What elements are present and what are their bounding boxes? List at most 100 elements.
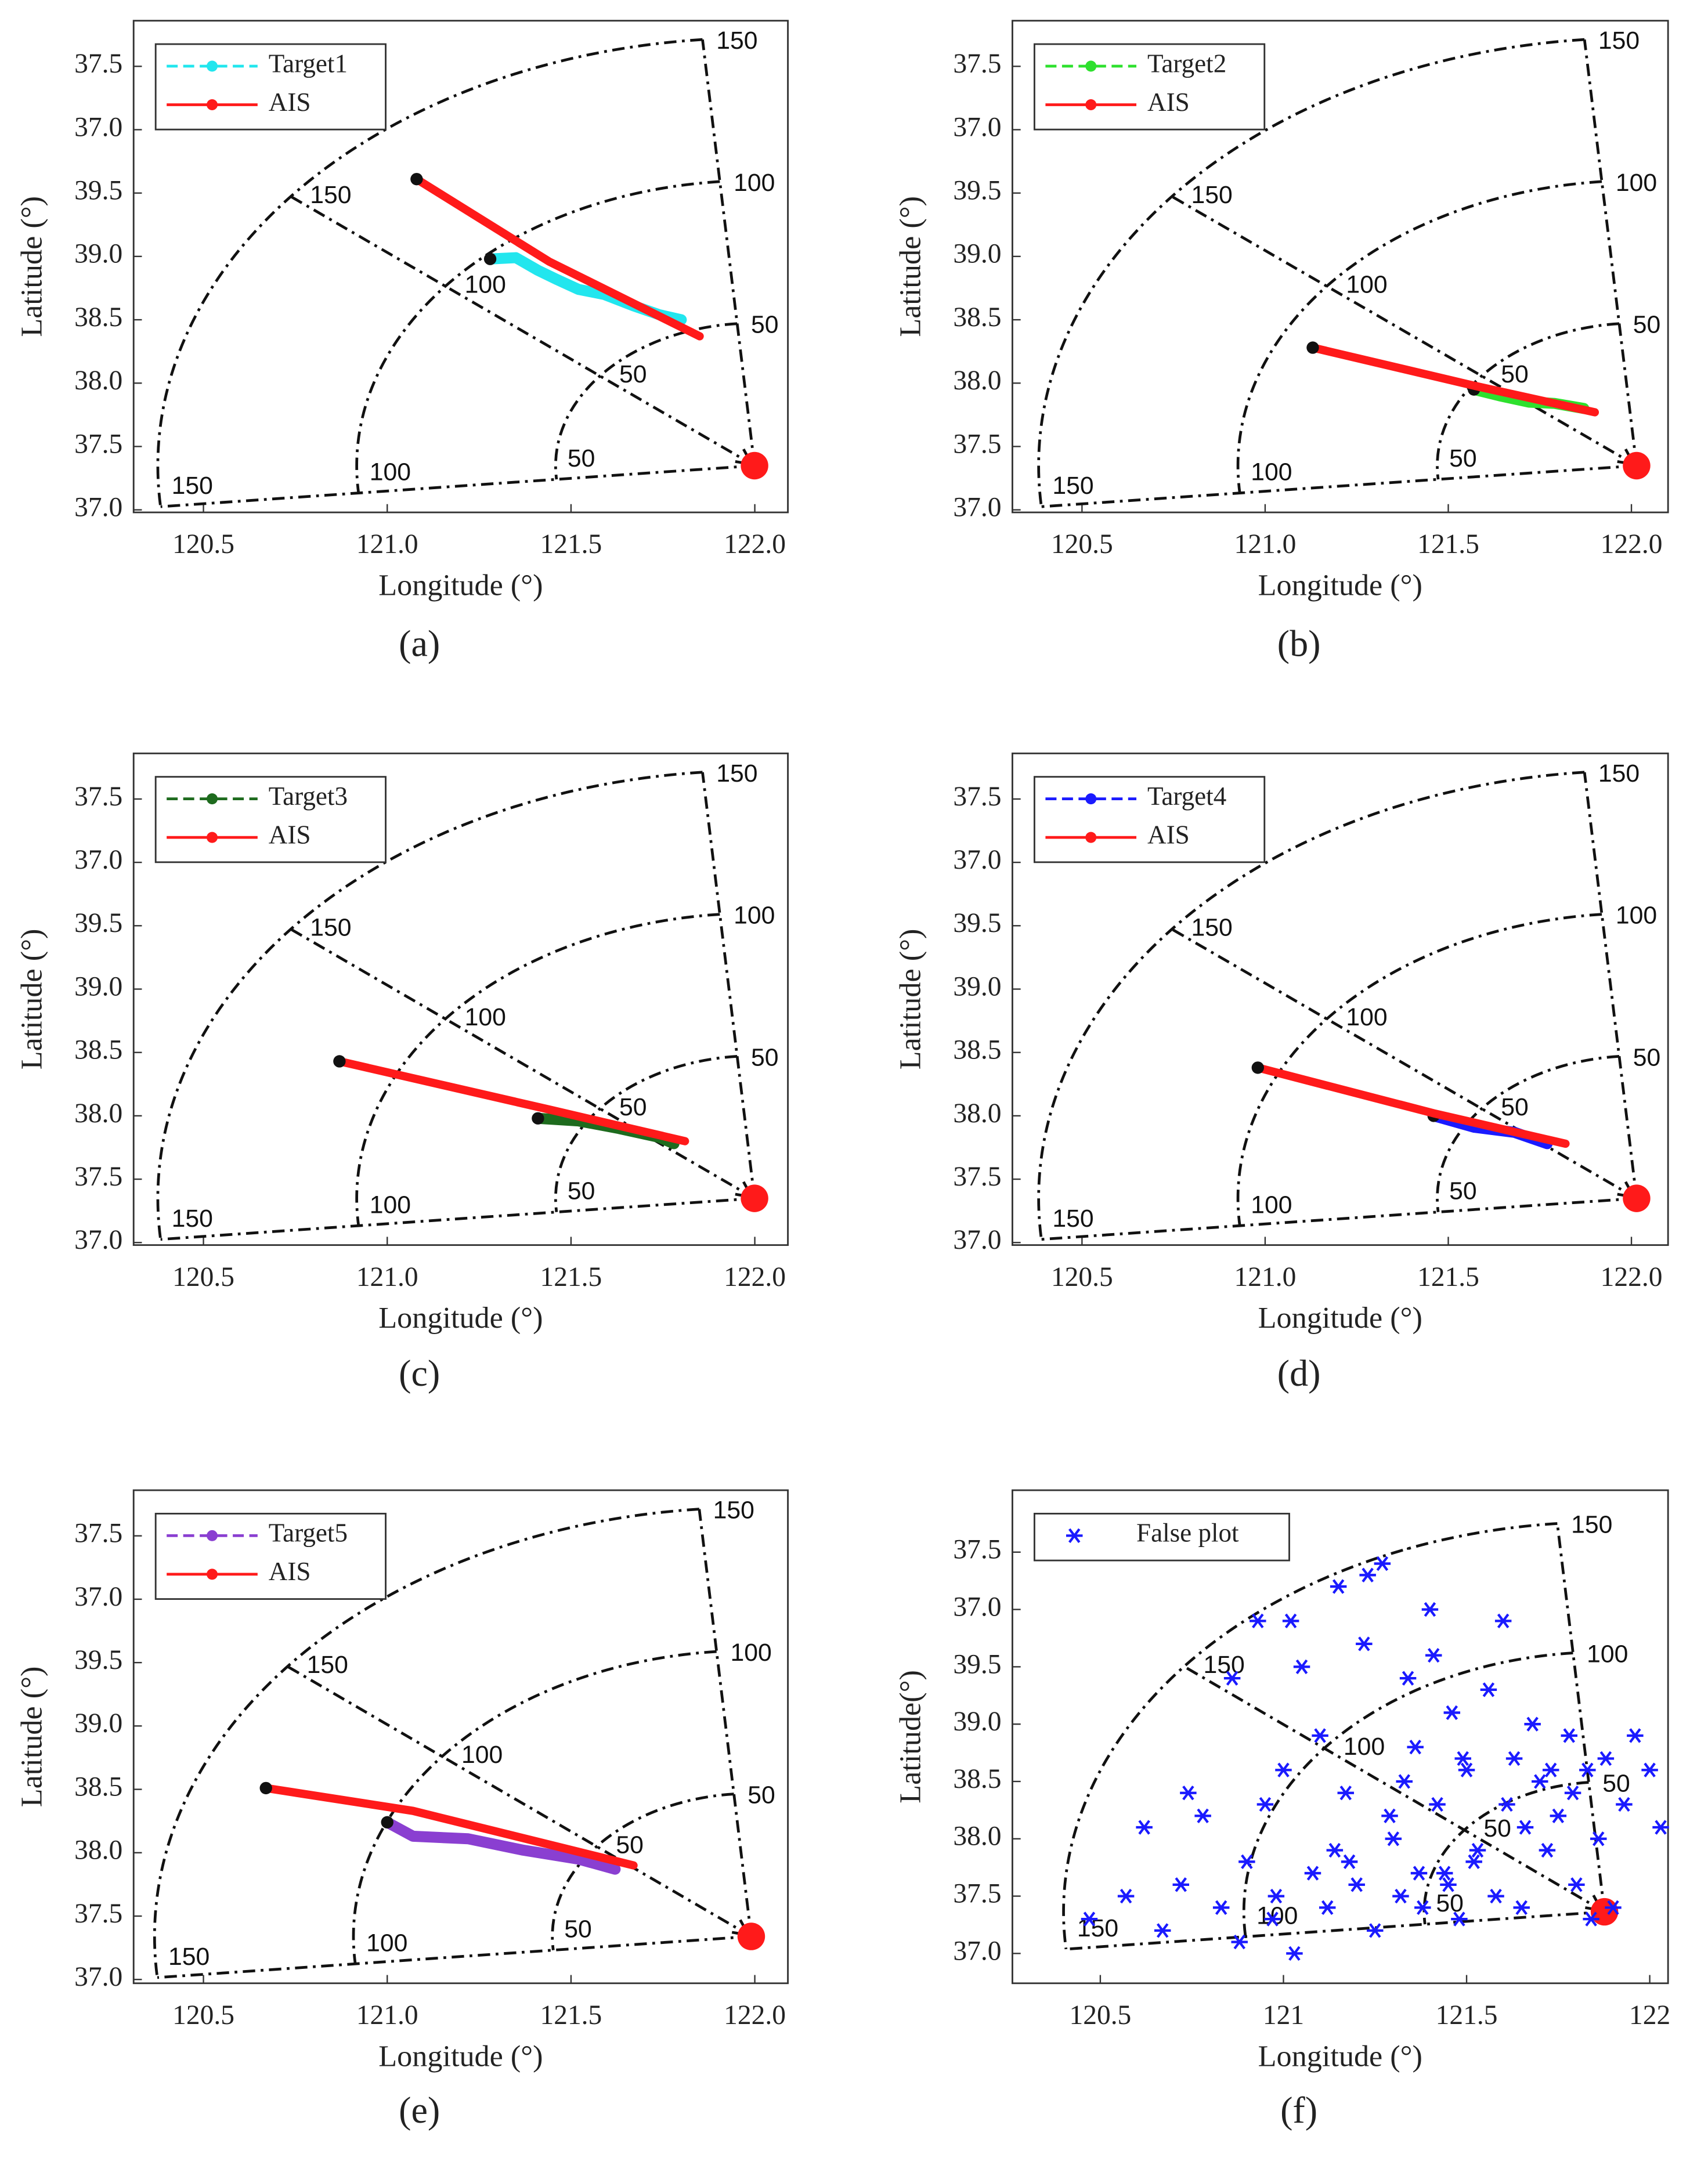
legend-marker [207,99,218,110]
ring-label: 100 [1344,1733,1385,1761]
y-tick-label: 38.0 [953,1098,1001,1129]
y-tick-label: 38.5 [953,302,1001,333]
y-axis-label: Latitude (°) [894,929,927,1070]
y-tick-label: 39.0 [953,1707,1001,1737]
ring-label: 50 [1602,1770,1630,1798]
radial-line [1171,928,1638,1200]
false-plot [1465,1854,1482,1869]
y-tick-label: 37.5 [74,782,122,812]
false-plot [1356,1636,1373,1651]
x-tick-label: 121.0 [1234,529,1297,559]
y-tick-label: 37.0 [953,1592,1001,1622]
x-tick-label: 121.5 [540,529,602,559]
range-ring [554,1054,738,1212]
false-plot [1487,1888,1504,1904]
false-plot [1256,1797,1274,1812]
radial-line [1183,1665,1605,1913]
ring-label: 100 [1587,1640,1628,1668]
ring-label: 50 [568,444,595,472]
legend-label: AIS [269,820,311,849]
ring-label: 150 [168,1943,210,1971]
false-plot [1359,1567,1376,1582]
range-ring [1436,322,1620,480]
y-tick-label: 37.0 [953,845,1001,875]
ring-label: 150 [1571,1510,1612,1538]
legend-box [1033,776,1266,863]
false-plot [1524,1716,1541,1732]
y-tick-label: 38.0 [74,366,122,396]
y-tick-label: 37.0 [74,845,122,875]
legend-label: AIS [269,88,311,117]
track [262,1784,638,1870]
x-tick-label: 120.5 [1051,1262,1113,1292]
y-tick-label: 39.0 [74,239,122,269]
false-plot [1458,1762,1475,1777]
false-plot [1542,1762,1559,1777]
y-tick-label: 37.0 [953,493,1001,523]
y-tick-label: 37.0 [74,493,122,523]
false-plot [1392,1888,1409,1904]
caption: (f) [1280,2090,1317,2131]
legend-marker [1085,60,1097,72]
ring-label: 50 [1633,1043,1661,1071]
false-plot [1641,1762,1658,1777]
radar [741,451,768,480]
x-tick-label: 121.5 [1417,1262,1479,1292]
y-tick-label: 38.5 [953,1035,1001,1065]
false-plot [1579,1762,1596,1777]
track-start [483,252,497,265]
range-ring [1422,1781,1589,1925]
track [335,1057,689,1145]
legend-marker [1085,793,1097,805]
panel: 120.5 121 121.5 122 37.0 37.5 38.0 38.5 39.0 39.5… [894,1489,1670,2131]
ring-label: 150 [1203,1651,1244,1679]
legend-label: Target2 [1147,49,1226,78]
y-tick-label: 39.0 [74,971,122,1002]
false-plot [1425,1647,1442,1663]
false-plot [1505,1751,1523,1766]
x-axis-label: Longitude (°) [1258,569,1422,602]
ring-label: 50 [748,1781,775,1809]
ring-label: 50 [1449,1177,1477,1205]
x-tick-label: 121 [1263,2000,1304,2030]
x-tick-label: 120.5 [172,2000,234,2030]
false-plot [1539,1842,1556,1858]
range-ring [1236,180,1602,493]
radar [737,1922,765,1950]
y-tick-label: 39.0 [74,1708,122,1739]
y-tick-label: 38.5 [74,1772,122,1802]
false-plot [1436,1866,1453,1881]
radial-line [290,195,756,467]
x-tick-label: 122.0 [724,2000,786,2030]
y-tick-label: 39.5 [953,908,1001,938]
ring-label: 150 [1191,181,1232,209]
ring-label: 150 [310,914,351,942]
range-ring [1236,913,1602,1226]
x-tick-label: 120.5 [172,529,234,559]
y-tick-label: 37.0 [953,112,1001,142]
y-tick-label: 37.5 [953,1535,1001,1565]
ring-label: 100 [461,1741,503,1769]
y-tick-label: 39.5 [953,176,1001,206]
ring-label: 50 [1501,360,1529,388]
ring-label: 50 [1483,1815,1511,1842]
legend-label: Target4 [1147,782,1226,811]
range-ring [1062,1522,1558,1950]
caption: (d) [1277,1353,1321,1394]
false-plot [1454,1751,1471,1766]
ring-label: 100 [370,1191,411,1219]
panel: 120.5 121.0 121.5 122.0 37.0 37.5 38.0 38.5 39.0… [894,20,1669,664]
ring-label: 150 [716,27,757,55]
ring-label: 150 [1191,914,1232,942]
radial-line [1171,195,1638,467]
false-plot [1469,1842,1486,1858]
y-tick-label: 37.0 [74,1582,122,1612]
radial-line [698,1509,753,1937]
y-tick-label: 37.5 [953,429,1001,459]
track-start [259,1781,272,1795]
x-axis-label: Longitude (°) [378,2039,543,2073]
false-plot [1561,1728,1578,1743]
track [381,1816,621,1875]
false-plot [1223,1671,1241,1686]
legend-marker [207,1530,218,1541]
